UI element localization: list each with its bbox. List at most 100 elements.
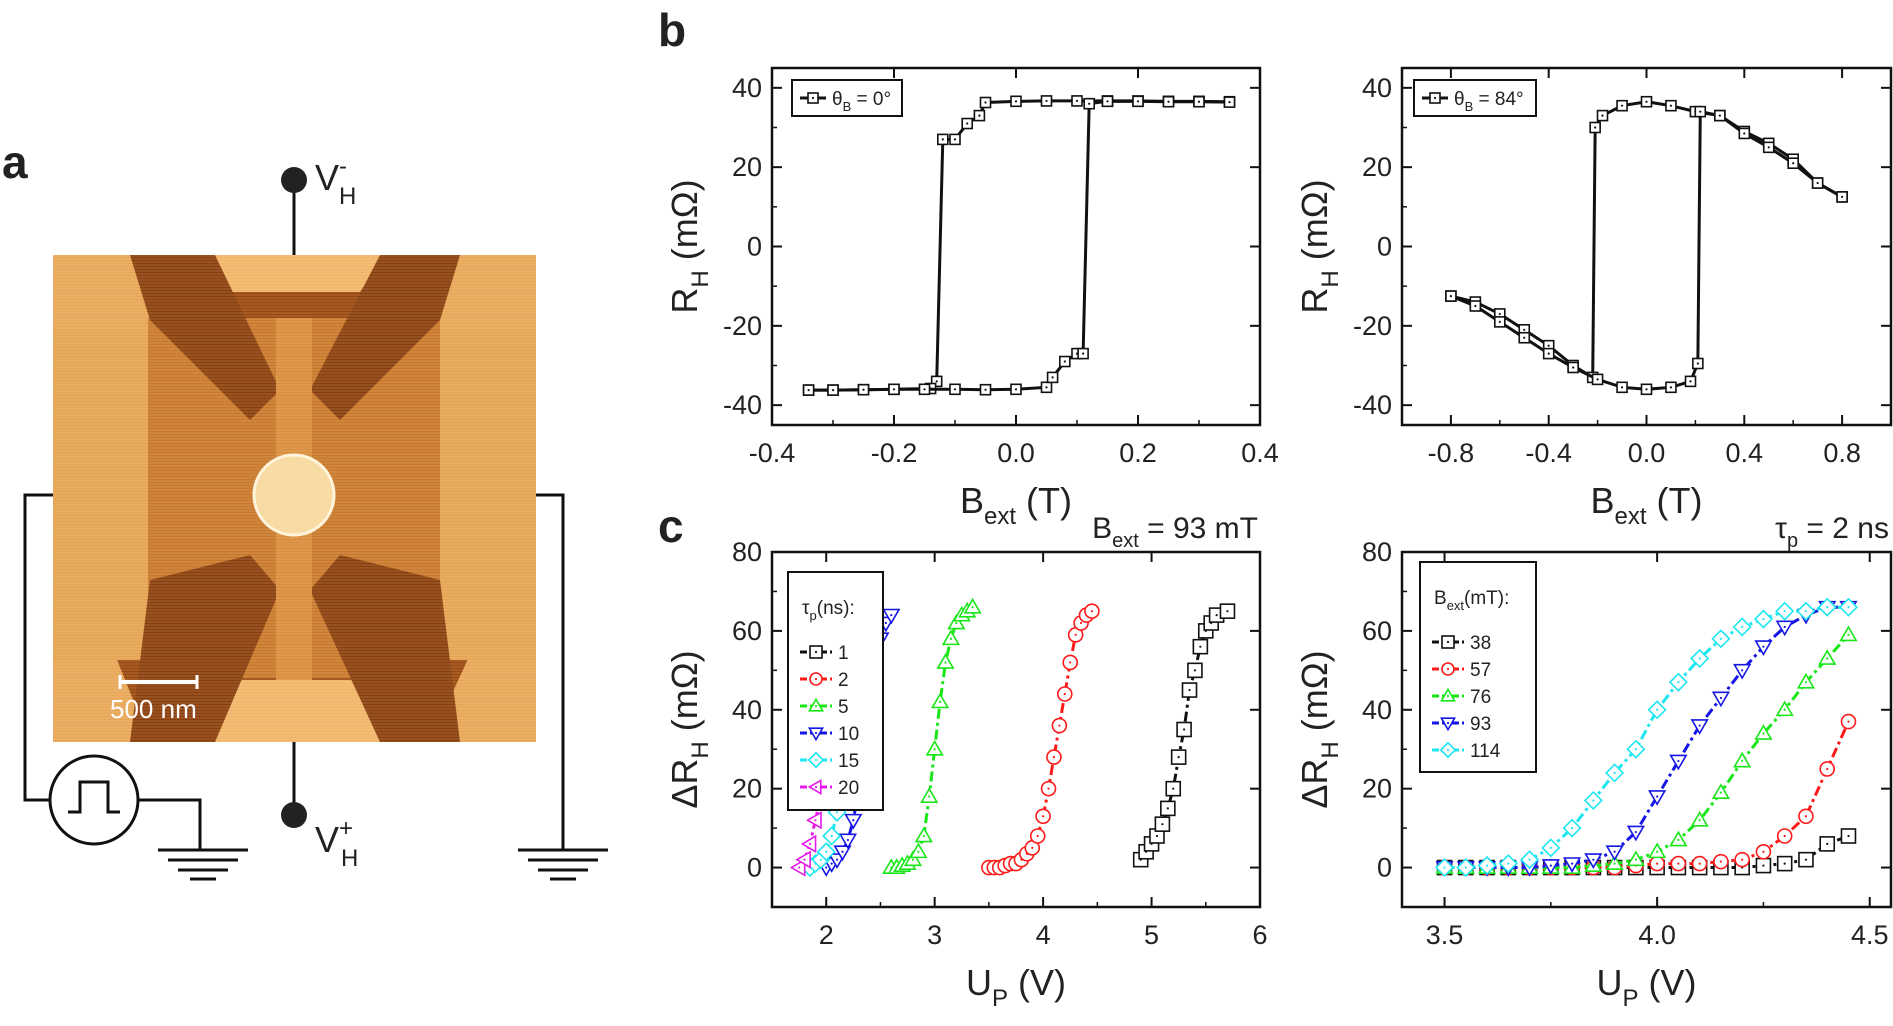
data-point-dot [933, 748, 936, 751]
data-point-dot [1161, 823, 1164, 826]
y-axis-label: RH (mΩ) [1294, 179, 1344, 313]
data-point-dot [1549, 864, 1552, 867]
series-line [808, 99, 1230, 392]
ground-wire-right [536, 493, 565, 850]
pulse-generator-icon [48, 754, 140, 846]
data-point-dot [1719, 696, 1723, 700]
y-tick-label: 0 [747, 853, 762, 883]
data-point-dot [1620, 386, 1624, 389]
data-point-dot [1847, 633, 1850, 636]
afm-image: 500 nm [53, 255, 536, 742]
legend-marker-dot [1446, 640, 1450, 644]
legend-marker-dot [814, 785, 818, 789]
data-point-dot [825, 866, 828, 869]
legend-marker-dot [814, 650, 818, 654]
y-tick-label: -20 [723, 311, 762, 341]
data-point-dot [1741, 669, 1744, 672]
y-tick-label: 40 [1362, 73, 1392, 103]
data-point-dot [1689, 380, 1692, 383]
series-up-sweep [1445, 105, 1848, 396]
data-point-dot [862, 388, 865, 391]
plot-frame [1400, 66, 1893, 427]
data-point-dot [1063, 692, 1066, 696]
data-point-dot [1677, 862, 1680, 865]
y-tick-label: 80 [1362, 537, 1392, 567]
data-point-dot [1656, 708, 1659, 711]
data-point-dot [1645, 100, 1648, 103]
legend-title: Bext(mT): [1434, 588, 1509, 613]
data-point-dot [1498, 312, 1501, 316]
y-tick-label: 0 [747, 232, 762, 262]
x-tick-label: 2 [819, 920, 834, 950]
data-point-dot [1051, 376, 1054, 379]
data-point-dot [1074, 633, 1077, 636]
y-tick-label: 60 [732, 616, 762, 646]
data-point-dot [1826, 606, 1829, 609]
data-point-dot [1677, 838, 1680, 842]
y-tick-label: 20 [732, 774, 762, 804]
data-point-dot [1498, 320, 1501, 323]
y-axis-label: ΔRH (mΩ) [664, 650, 714, 808]
data-point-dot [835, 858, 839, 861]
plot-annotation: Bext = 93 mT [1092, 512, 1258, 552]
panel-letter-c: c [658, 500, 684, 552]
data-point-dot [944, 661, 947, 664]
data-point-dot [1762, 617, 1765, 621]
data-point-dot [1698, 862, 1701, 865]
plot-frame [770, 550, 1262, 909]
data-point-dot [1199, 645, 1202, 648]
data-point-dot [1719, 791, 1723, 794]
data-point-dot [830, 862, 833, 865]
legend-label: 15 [838, 751, 859, 772]
data-point-dot [1228, 101, 1231, 104]
data-point-dot [971, 606, 974, 609]
data-point-dot [1014, 100, 1018, 103]
y-tick-label: 0 [1377, 232, 1392, 262]
data-point-dot [1088, 102, 1091, 105]
legend-label: 114 [1470, 741, 1501, 762]
data-point-dot [984, 101, 987, 104]
data-point-dot [1613, 862, 1616, 865]
data-point-dot [890, 614, 893, 617]
legend-label: 5 [838, 697, 849, 718]
data-point-dot [1069, 661, 1072, 664]
data-point-dot [798, 866, 801, 869]
legend-label: 38 [1470, 633, 1491, 654]
data-point-dot [1718, 114, 1721, 117]
data-point-dot [1106, 100, 1109, 103]
data-point-dot [1741, 625, 1744, 629]
data-point-dot [1804, 610, 1808, 613]
data-point-dot [1656, 795, 1659, 798]
data-point-dot [1528, 858, 1531, 861]
data-point-dot [1474, 304, 1477, 308]
data-point-dot [825, 850, 828, 853]
x-tick-label: 0.8 [1823, 438, 1861, 468]
data-point-dot [1719, 637, 1723, 640]
data-point-dot [1215, 614, 1218, 617]
data-point-dot [953, 138, 957, 141]
data-point-dot [1166, 807, 1169, 810]
data-point-dot [1036, 834, 1039, 838]
data-point-dot [1063, 360, 1066, 363]
ground-icon-right [518, 848, 608, 881]
series-5 [882, 597, 982, 874]
data-point-dot [1058, 724, 1061, 727]
data-point-dot [1045, 386, 1048, 389]
data-point-dot [1719, 860, 1723, 863]
x-tick-label: 0.0 [997, 438, 1035, 468]
data-point-dot [928, 795, 931, 798]
data-point-dot [949, 637, 953, 640]
chart-b-right: -0.8 -0.4 0.0 0.4 0.8 -40 -20 0 20 40 Bext (T) RH (… [1294, 66, 1893, 530]
ground-icon-left [158, 848, 248, 881]
data-point-dot [1014, 388, 1018, 391]
series-1 [1132, 603, 1236, 868]
series-line [808, 99, 1230, 392]
x-tick-label: 3 [927, 920, 942, 950]
data-point-dot [1783, 610, 1786, 613]
y-tick-label: -20 [1353, 311, 1392, 341]
series-114 [1434, 597, 1859, 878]
x-tick-label: 5 [1144, 920, 1159, 950]
data-point-dot [1620, 104, 1624, 107]
x-tick-label: -0.4 [749, 438, 796, 468]
